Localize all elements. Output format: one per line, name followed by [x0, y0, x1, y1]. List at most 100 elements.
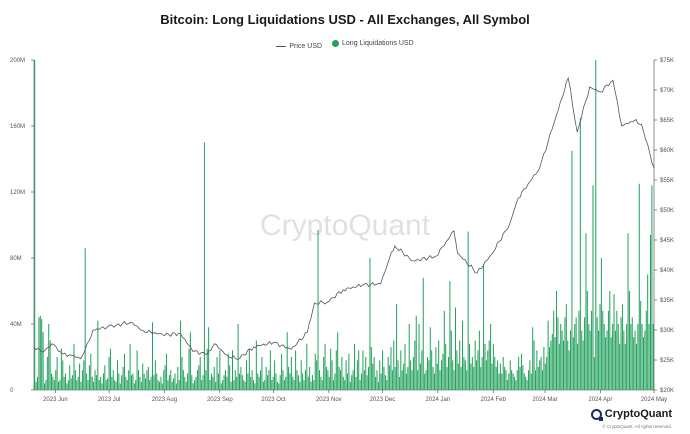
liquidation-bar	[534, 370, 536, 390]
liquidation-bar	[565, 304, 567, 390]
liquidation-bar	[518, 357, 520, 390]
liquidation-bar	[121, 375, 123, 390]
liquidation-bar	[342, 376, 344, 390]
liquidation-bar	[272, 376, 274, 390]
liquidation-bar	[396, 304, 398, 390]
liquidation-bar	[414, 340, 416, 390]
liquidation-bar	[355, 376, 357, 390]
liquidation-bar	[647, 274, 649, 390]
liquidation-bar	[551, 333, 553, 390]
liquidation-bar	[393, 340, 395, 390]
left-tick-label: 80M	[10, 256, 22, 262]
liquidation-bar	[630, 324, 632, 390]
liquidation-bar	[621, 304, 623, 390]
liquidation-bar	[560, 324, 562, 390]
liquidation-bar	[289, 373, 291, 390]
left-tick-label: 0	[10, 388, 14, 394]
liquidation-bar	[509, 360, 511, 390]
liquidation-bar	[480, 366, 482, 390]
liquidation-bar	[574, 324, 576, 390]
liquidation-bar	[191, 375, 193, 390]
liquidation-bar	[435, 347, 437, 390]
liquidation-bar	[209, 380, 211, 390]
liquidation-bar	[614, 330, 616, 390]
liquidation-bar	[433, 373, 435, 390]
liquidation-bar	[598, 330, 600, 390]
liquidation-bar	[544, 363, 546, 390]
liquidation-bar	[76, 380, 78, 390]
liquidation-bar	[213, 366, 215, 390]
liquidation-bar	[372, 363, 374, 390]
liquidation-bar	[351, 375, 353, 390]
liquidation-bar	[70, 378, 72, 390]
liquidation-bar	[383, 366, 385, 390]
liquidation-bar	[455, 307, 457, 390]
liquidation-bar	[520, 353, 522, 390]
liquidation-bar	[582, 340, 584, 390]
legend-label-price: Price USD	[289, 43, 323, 50]
liquidation-bar	[238, 373, 240, 390]
liquidation-bar	[419, 363, 421, 390]
liquidation-bar	[501, 373, 503, 390]
liquidation-bar	[376, 370, 378, 390]
liquidation-bar	[67, 380, 69, 390]
liquidation-bar	[251, 370, 253, 390]
legend-item-price[interactable]: Price USD	[276, 43, 322, 50]
legend-item-liquidations[interactable]: Long Liquidations USD	[332, 40, 414, 47]
right-tick-label: $30K	[660, 328, 674, 334]
liquidation-bar	[556, 291, 558, 390]
liquidation-bar	[330, 348, 332, 390]
price-line	[33, 76, 655, 360]
liquidation-bar	[95, 375, 97, 390]
liquidation-bar	[139, 376, 141, 390]
liquidation-bar	[164, 365, 166, 390]
liquidation-bar	[114, 380, 116, 390]
liquidation-bar	[297, 375, 299, 390]
liquidation-bar	[56, 357, 58, 390]
liquidation-bar	[577, 343, 579, 390]
right-tick-label: $50K	[660, 208, 674, 214]
liquidation-bar	[206, 348, 208, 390]
liquidation-bar	[519, 366, 521, 390]
liquidation-bar	[327, 370, 329, 390]
liquidation-bar	[84, 248, 86, 390]
liquidation-bar	[436, 363, 438, 390]
liquidation-bar	[564, 317, 566, 390]
liquidation-bar	[258, 376, 260, 390]
liquidation-bar	[157, 380, 159, 390]
left-axis: 0 40M 80M 120M 160M 200M	[10, 58, 35, 394]
liquidation-bar	[570, 330, 572, 390]
liquidation-bar	[429, 327, 431, 390]
liquidation-bar	[246, 360, 248, 390]
liquidation-bar	[180, 320, 182, 390]
liquidation-bar	[264, 380, 266, 390]
liquidation-bar	[366, 375, 368, 390]
liquidation-bar	[607, 310, 609, 390]
liquidation-bar	[512, 373, 514, 390]
liquidation-bar	[317, 229, 319, 390]
liquidation-bar	[398, 376, 400, 390]
liquidation-bar	[174, 373, 176, 390]
liquidation-bar	[217, 373, 219, 390]
liquidation-bar	[240, 366, 242, 390]
liquidation-bar	[588, 324, 590, 390]
left-tick-label: 40M	[10, 322, 22, 328]
x-tick-label: 2023 Sep	[207, 397, 233, 403]
liquidation-bar	[283, 380, 285, 390]
liquidation-bar	[440, 360, 442, 390]
liquidation-bar	[530, 373, 532, 390]
liquidation-bar	[324, 343, 326, 390]
liquidation-bar	[260, 370, 262, 390]
liquidation-bar	[320, 376, 322, 390]
liquidation-bar	[477, 350, 479, 390]
liquidation-bar	[210, 373, 212, 390]
liquidation-bar	[279, 375, 281, 390]
liquidation-bar	[637, 324, 639, 390]
liquidation-bar	[244, 381, 246, 390]
liquidation-bar	[231, 350, 233, 390]
liquidation-bar	[586, 291, 588, 390]
liquidation-bar	[384, 375, 386, 390]
liquidation-bar	[168, 375, 170, 390]
liquidation-bar	[382, 350, 384, 390]
liquidation-bar	[547, 320, 549, 390]
